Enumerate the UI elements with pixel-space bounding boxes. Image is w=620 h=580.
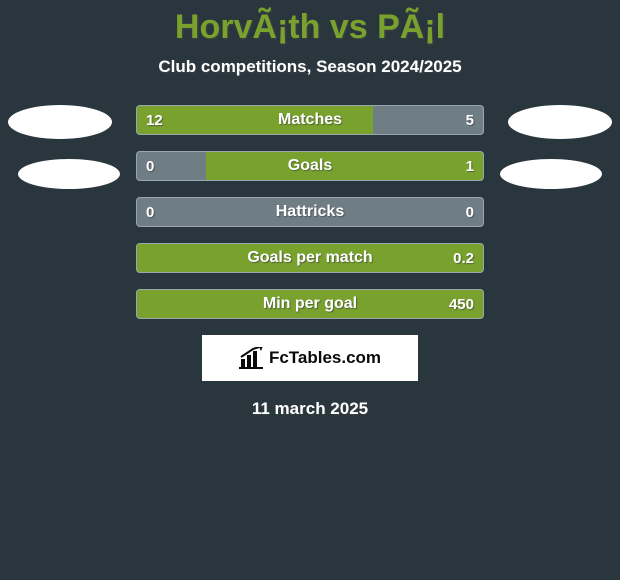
date-label: 11 march 2025 bbox=[0, 399, 620, 419]
comparison-card: HorvÃ¡th vs PÃ¡l Club competitions, Seas… bbox=[0, 0, 620, 580]
subtitle: Club competitions, Season 2024/2025 bbox=[0, 57, 620, 77]
stat-row: Min per goal450 bbox=[136, 289, 484, 319]
stat-fill-right bbox=[373, 105, 484, 135]
stat-row: Matches125 bbox=[136, 105, 484, 135]
stat-value-right: 0 bbox=[466, 197, 474, 227]
fctables-logo[interactable]: FcTables.com bbox=[202, 335, 418, 381]
player-right-avatar-2 bbox=[500, 159, 602, 189]
stat-value-left: 0 bbox=[146, 197, 154, 227]
stat-label: Hattricks bbox=[136, 197, 484, 227]
logo-text: FcTables.com bbox=[269, 348, 381, 368]
bar-chart-icon bbox=[239, 347, 263, 369]
stat-row: Hattricks0 0 bbox=[136, 197, 484, 227]
stat-fill-left bbox=[136, 151, 206, 181]
stat-row: Goals01 bbox=[136, 151, 484, 181]
stat-fill-left bbox=[136, 105, 373, 135]
stats-area: Matches125 Goals01 Hattricks0 0 Goals per ma… bbox=[0, 105, 620, 419]
stat-fill-right bbox=[136, 289, 484, 319]
player-right-avatar bbox=[508, 105, 612, 139]
page-title: HorvÃ¡th vs PÃ¡l bbox=[0, 0, 620, 47]
player-left-avatar-2 bbox=[18, 159, 120, 189]
stat-fill-right bbox=[136, 243, 484, 273]
stat-row: Goals per match0.2 bbox=[136, 243, 484, 273]
stat-fill-right bbox=[206, 151, 484, 181]
player-left-avatar bbox=[8, 105, 112, 139]
stat-bars: Matches125 Goals01 Hattricks0 0 Goals per ma… bbox=[136, 105, 484, 319]
